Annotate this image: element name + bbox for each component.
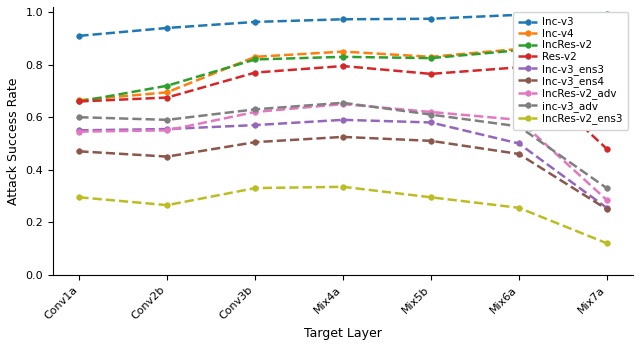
IncRes-v2_ens3	[339, 185, 347, 189]
Inc-v3_ens4	[76, 149, 83, 153]
inc-v3_adv	[163, 118, 171, 122]
Res-v2	[427, 72, 435, 76]
IncRes-v2	[252, 57, 259, 61]
Line: IncRes-v2_ens3: IncRes-v2_ens3	[77, 184, 609, 246]
Line: Inc-v3_ens3: Inc-v3_ens3	[77, 117, 609, 211]
Inc-v3	[339, 17, 347, 22]
Line: IncRes-v2_adv: IncRes-v2_adv	[77, 101, 609, 203]
Inc-v3_ens4	[252, 140, 259, 144]
Inc-v3_ens4	[427, 139, 435, 143]
IncRes-v2_ens3	[252, 186, 259, 190]
Line: Res-v2: Res-v2	[77, 63, 609, 152]
Res-v2	[163, 95, 171, 100]
Inc-v3	[163, 26, 171, 30]
Inc-v3	[427, 17, 435, 21]
Inc-v3	[515, 13, 523, 17]
inc-v3_adv	[252, 107, 259, 111]
IncRes-v2_adv	[427, 110, 435, 114]
IncRes-v2_ens3	[427, 195, 435, 200]
Inc-v3_ens3	[252, 123, 259, 127]
IncRes-v2_ens3	[163, 203, 171, 207]
IncRes-v2	[427, 56, 435, 60]
Line: inc-v3_adv: inc-v3_adv	[77, 100, 609, 191]
Legend: Inc-v3, Inc-v4, IncRes-v2, Res-v2, Inc-v3_ens3, Inc-v3_ens4, IncRes-v2_adv, inc-: Inc-v3, Inc-v4, IncRes-v2, Res-v2, Inc-v…	[513, 12, 628, 129]
IncRes-v2_adv	[163, 128, 171, 133]
Line: IncRes-v2: IncRes-v2	[77, 48, 609, 113]
IncRes-v2_adv	[339, 102, 347, 106]
Res-v2	[339, 64, 347, 68]
Inc-v3_ens4	[515, 152, 523, 156]
inc-v3_adv	[515, 124, 523, 128]
IncRes-v2	[603, 109, 611, 113]
IncRes-v2_ens3	[603, 241, 611, 245]
IncRes-v2_adv	[515, 118, 523, 122]
Inc-v4	[76, 98, 83, 102]
Inc-v3_ens4	[339, 135, 347, 139]
X-axis label: Target Layer: Target Layer	[304, 327, 382, 340]
Inc-v3_ens3	[515, 141, 523, 145]
Inc-v4	[427, 55, 435, 59]
Inc-v4	[252, 55, 259, 59]
inc-v3_adv	[76, 115, 83, 119]
Res-v2	[76, 99, 83, 103]
IncRes-v2_ens3	[515, 206, 523, 210]
IncRes-v2	[515, 48, 523, 52]
IncRes-v2	[339, 55, 347, 59]
Inc-v3_ens3	[427, 120, 435, 125]
Inc-v4	[163, 90, 171, 94]
Inc-v3	[252, 20, 259, 24]
Inc-v3_ens3	[603, 206, 611, 210]
Inc-v3_ens4	[163, 154, 171, 159]
Inc-v3_ens3	[163, 127, 171, 131]
Res-v2	[515, 65, 523, 69]
Inc-v4	[515, 47, 523, 51]
inc-v3_adv	[427, 112, 435, 117]
IncRes-v2	[76, 99, 83, 103]
Res-v2	[603, 147, 611, 151]
IncRes-v2_ens3	[76, 195, 83, 200]
Y-axis label: Attack Success Rate: Attack Success Rate	[7, 77, 20, 205]
inc-v3_adv	[339, 101, 347, 105]
Line: Inc-v3_ens4: Inc-v3_ens4	[77, 134, 609, 212]
Inc-v3_ens4	[603, 207, 611, 211]
Inc-v4	[339, 50, 347, 54]
IncRes-v2_adv	[603, 198, 611, 202]
Inc-v3_ens3	[76, 128, 83, 133]
IncRes-v2	[163, 84, 171, 88]
Line: Inc-v3: Inc-v3	[77, 11, 609, 39]
Inc-v3_ens3	[339, 118, 347, 122]
inc-v3_adv	[603, 186, 611, 190]
IncRes-v2_adv	[76, 129, 83, 134]
Inc-v4	[603, 105, 611, 109]
IncRes-v2_adv	[252, 110, 259, 114]
Line: Inc-v4: Inc-v4	[77, 46, 609, 110]
Res-v2	[252, 70, 259, 75]
Inc-v3	[76, 34, 83, 38]
Inc-v3	[603, 12, 611, 16]
